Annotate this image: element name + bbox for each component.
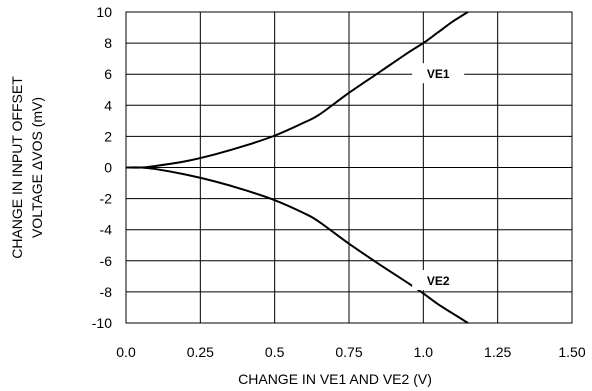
x-tick-label: 1.50 (558, 344, 585, 360)
series-line-ve1 (125, 11, 469, 169)
series-label-background (412, 270, 465, 291)
x-tick-label: 1.25 (484, 344, 511, 360)
x-tick-label: 0.5 (265, 344, 285, 360)
y-tick-label: -10 (92, 315, 112, 331)
curves (125, 11, 469, 324)
y-tick-label: 10 (96, 4, 112, 20)
y-tick-label: 6 (104, 66, 112, 82)
series-label-ve2: VE2 (427, 274, 450, 288)
x-tick-label: 0.25 (187, 344, 214, 360)
x-tick-label: 1.0 (414, 344, 434, 360)
y-tick-label: -4 (100, 222, 113, 238)
series-line-ve2 (125, 166, 469, 324)
labels: 0.0 0.25 0.5 0.75 1.0 1.25 1.50 10 8 6 4 2 0 -2 -4 -6 -8… (92, 4, 586, 360)
series-label-ve1: VE1 (427, 67, 450, 81)
grid (125, 11, 573, 324)
x-tick-label: 0.75 (335, 344, 362, 360)
x-axis-title: CHANGE IN VE1 AND VE2 (V) (238, 371, 432, 387)
series-label-background (412, 63, 465, 84)
y-tick-label: 8 (104, 35, 112, 51)
y-tick-label: 0 (104, 160, 112, 176)
y-axis-title-line-1: CHANGE IN INPUT OFFSET (9, 76, 25, 259)
y-tick-label: 2 (104, 128, 112, 144)
y-axis-title-line-2: VOLTAGE ΔVOS (mV) (29, 97, 45, 238)
y-tick-label: -6 (100, 253, 113, 269)
y-tick-label: 4 (104, 97, 112, 113)
y-tick-label: -2 (100, 191, 113, 207)
y-tick-label: -8 (100, 284, 113, 300)
x-tick-label: 0.0 (116, 344, 136, 360)
